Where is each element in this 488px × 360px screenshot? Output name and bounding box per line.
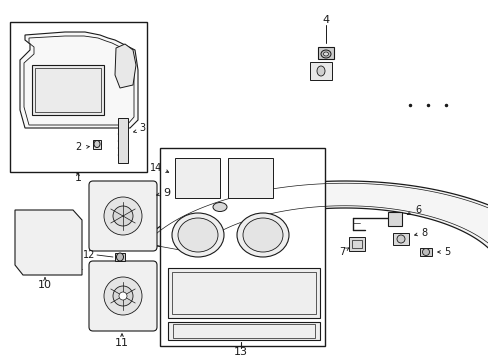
Bar xyxy=(173,324,314,338)
Bar xyxy=(10,22,147,172)
Ellipse shape xyxy=(113,286,133,306)
Ellipse shape xyxy=(172,213,224,257)
Bar xyxy=(168,268,319,318)
Ellipse shape xyxy=(94,140,100,148)
Polygon shape xyxy=(141,181,488,270)
Ellipse shape xyxy=(320,50,330,58)
Text: 8: 8 xyxy=(420,228,426,238)
Bar xyxy=(160,148,325,346)
Ellipse shape xyxy=(243,218,283,252)
Text: 14: 14 xyxy=(149,163,162,173)
Polygon shape xyxy=(15,210,82,275)
Text: 13: 13 xyxy=(234,347,247,357)
Bar xyxy=(35,68,101,112)
Ellipse shape xyxy=(316,66,325,76)
Ellipse shape xyxy=(119,292,127,300)
Ellipse shape xyxy=(104,277,142,315)
Polygon shape xyxy=(20,32,138,128)
Ellipse shape xyxy=(396,235,404,243)
Bar xyxy=(175,158,220,198)
Text: 9: 9 xyxy=(163,188,170,198)
Text: 6: 6 xyxy=(414,205,420,215)
Bar xyxy=(309,62,331,80)
Bar xyxy=(227,158,272,198)
Bar xyxy=(115,253,125,261)
Text: 11: 11 xyxy=(115,338,129,348)
Polygon shape xyxy=(115,44,136,88)
FancyBboxPatch shape xyxy=(89,181,157,251)
Text: 5: 5 xyxy=(443,247,449,257)
Text: 3: 3 xyxy=(139,123,145,133)
Text: 2: 2 xyxy=(76,142,82,152)
Ellipse shape xyxy=(116,253,123,261)
Ellipse shape xyxy=(323,52,328,56)
Text: 4: 4 xyxy=(322,15,329,25)
Bar xyxy=(351,240,361,248)
Text: 10: 10 xyxy=(38,280,52,290)
Ellipse shape xyxy=(237,213,288,257)
Bar xyxy=(32,65,104,115)
Ellipse shape xyxy=(422,248,428,256)
Ellipse shape xyxy=(104,197,142,235)
Ellipse shape xyxy=(113,206,133,226)
Bar xyxy=(419,248,431,256)
Ellipse shape xyxy=(213,202,226,212)
Bar xyxy=(387,212,401,226)
Text: 12: 12 xyxy=(82,250,95,260)
Text: 7: 7 xyxy=(338,247,345,257)
Bar xyxy=(93,140,101,149)
Bar xyxy=(168,322,319,340)
Bar xyxy=(392,233,408,245)
Bar xyxy=(348,237,364,251)
FancyBboxPatch shape xyxy=(89,261,157,331)
Ellipse shape xyxy=(178,218,218,252)
Bar xyxy=(317,47,333,59)
Bar xyxy=(118,118,128,163)
Text: 1: 1 xyxy=(74,173,81,183)
Bar xyxy=(172,272,315,314)
